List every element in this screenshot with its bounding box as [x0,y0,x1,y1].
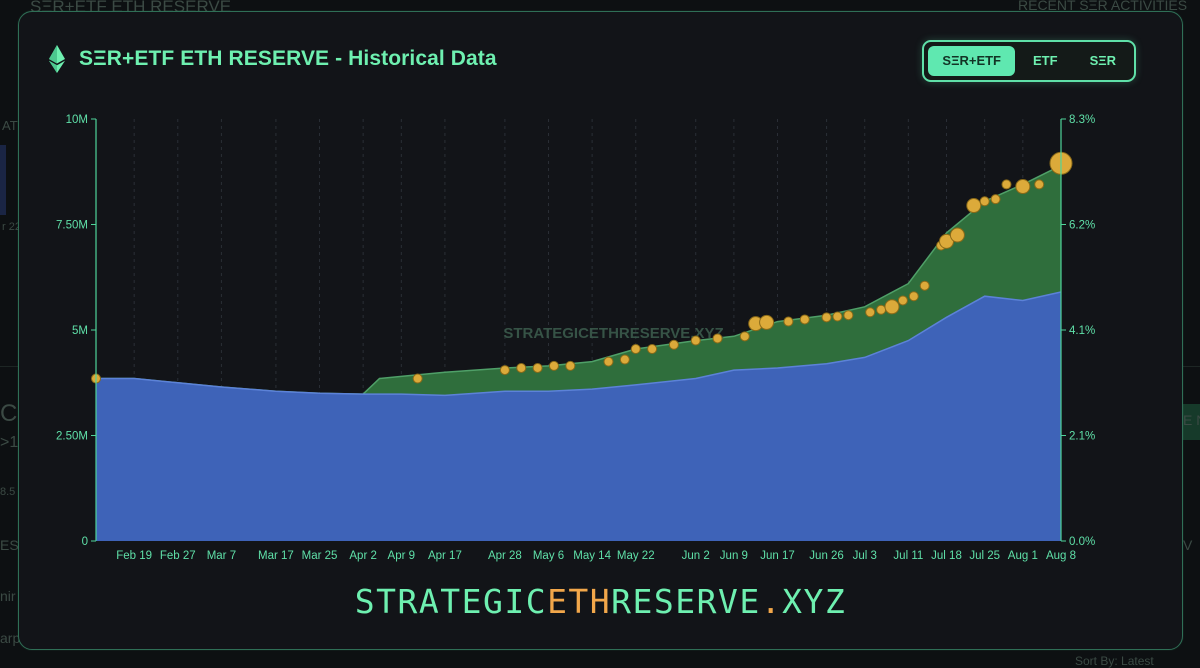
x-tick-label: Aug 8 [1046,550,1076,562]
brand-part: RESERVE [611,582,761,621]
background-activities-title: RECENT SΞR ACTIVITIES [1018,0,1188,13]
purchase-marker [647,343,658,354]
x-tick-label: May 6 [533,550,564,562]
tab-ser-etf[interactable]: SΞR+ETF [928,46,1015,76]
purchase-marker [799,314,810,325]
background-fragment: r 22 [2,221,21,233]
x-tick-label: Jul 18 [931,550,962,562]
x-tick-label: Jun 17 [760,550,795,562]
panel-title: SΞR+ETF ETH RESERVE - Historical Data [79,47,497,70]
y-left-tick-label: 0 [82,536,88,548]
brand-part-highlight: ETH [547,582,612,621]
x-tick-label: Jun 9 [720,550,748,562]
y-right-tick-label: 4.1% [1069,325,1095,337]
background-badge [1178,404,1200,440]
purchase-marker [532,362,543,373]
brand-part-highlight: . [760,582,783,621]
series-area-etf [96,292,1061,541]
purchase-marker [1001,179,1012,190]
purchase-marker [966,198,982,214]
x-tick-label: May 14 [573,550,611,562]
brand-part: STRATEGIC [354,582,548,621]
purchase-marker [832,311,843,322]
x-tick-label: Jun 2 [682,550,710,562]
purchase-marker [821,312,832,323]
background-fragment: arp [0,630,21,646]
background-fragment: >1 [0,434,19,451]
background-fragment: E N [1183,412,1200,428]
x-tick-label: Mar 17 [258,550,294,562]
x-tick-label: May 22 [617,550,655,562]
purchase-marker [412,373,423,384]
purchase-marker [619,354,630,365]
purchase-marker [690,335,701,346]
purchase-marker [897,295,908,306]
x-tick-label: Apr 2 [349,550,377,562]
x-tick-label: Aug 1 [1008,550,1038,562]
x-tick-label: Jul 11 [893,550,923,562]
purchase-marker [668,339,679,350]
panel-header: SΞR+ETF ETH RESERVE - Historical Data [49,45,497,73]
series-line-etf [96,291,1062,397]
background-fragment: nir [0,588,16,604]
historical-data-panel: SΞR+ETF ETH RESERVE - Historical Data SΞ… [18,11,1183,650]
background-sort-label: Sort By: Latest [1075,654,1154,668]
purchase-marker [865,307,876,318]
purchase-marker [759,314,775,330]
purchase-marker [565,360,576,371]
y-left-tick-label: 7.50M [56,220,88,232]
purchase-marker [1034,179,1045,190]
x-tick-label: Jul 3 [853,550,877,562]
purchase-marker [990,194,1001,205]
chart-watermark: STRATEGICETHRESERVE.XYZ [503,325,723,342]
background-fragment: V [1183,537,1193,553]
purchase-marker [919,280,930,291]
x-tick-label: Feb 19 [116,550,152,562]
brand-part: XYZ [782,582,847,621]
x-tick-label: Apr 17 [428,550,462,562]
purchase-marker [603,356,614,367]
background-fragment: C [0,400,18,427]
purchase-marker [499,365,510,376]
purchase-marker [739,331,750,342]
purchase-marker [843,310,854,321]
purchase-marker [548,360,559,371]
x-tick-label: Mar 7 [207,550,236,562]
y-right-tick-label: 6.2% [1069,220,1095,232]
purchase-marker [979,196,990,207]
y-left-tick-label: 2.50M [56,431,88,443]
y-right-tick-label: 2.1% [1069,431,1095,443]
background-fragment: 8.5 [0,486,16,498]
purchase-marker [712,333,723,344]
series-toggle: SΞR+ETF ETF SΞR [922,40,1136,82]
purchase-marker [884,299,900,315]
purchase-marker [630,343,641,354]
background-card-edge [0,145,6,215]
tab-etf[interactable]: ETF [1033,53,1058,68]
purchase-marker [516,362,527,373]
x-tick-label: Apr 9 [388,550,416,562]
y-left-tick-label: 10M [66,114,88,126]
purchase-marker [876,304,887,315]
ethereum-icon [49,45,65,73]
y-left-tick-label: 5M [72,325,88,337]
purchase-marker [783,316,794,327]
x-tick-label: Jun 26 [809,550,844,562]
reserve-area-chart: STRATEGICETHRESERVE.XYZ 0 2.50M 5M 7.50M 10M 0… [56,114,1095,562]
x-tick-label: Feb 27 [160,550,196,562]
x-tick-label: Apr 28 [488,550,522,562]
purchase-marker [1015,179,1031,195]
background-fragment: AT [2,118,18,133]
x-tick-label: Jul 25 [969,550,1000,562]
x-tick-label: Mar 25 [302,550,338,562]
brand-wordmark: STRATEGICETHRESERVE.XYZ [19,582,1182,621]
y-right-tick-label: 8.3% [1069,114,1095,126]
y-right-tick-label: 0.0% [1069,536,1095,548]
purchase-marker [908,291,919,302]
purchase-marker [949,227,965,243]
tab-ser[interactable]: SΞR [1089,53,1116,68]
background-fragment: ES [0,537,19,553]
